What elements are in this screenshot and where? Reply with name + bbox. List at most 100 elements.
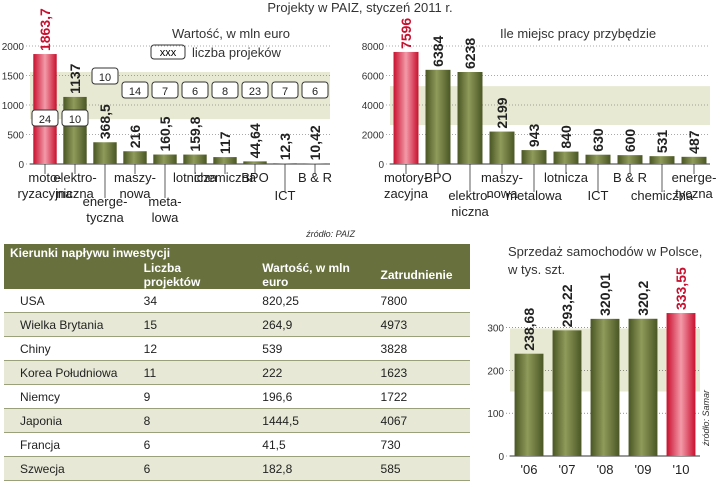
x-tick-label: '06 <box>521 462 538 477</box>
chart1-title: Wartość, w mln euro <box>172 26 290 41</box>
x-tick-label: '07 <box>559 462 576 477</box>
project-count-box <box>211 81 239 99</box>
chart4-title-line1: Sprzedaż samochodów w Polsce, <box>508 244 702 259</box>
legend-box <box>150 44 186 60</box>
table-cell-country: USA <box>4 289 124 313</box>
table-cell-country: Francja <box>4 432 124 457</box>
table-cell-value: 1444,5 <box>240 408 357 433</box>
x-tick-label: elektro- <box>448 188 491 203</box>
table-cell-country: Japonia <box>4 408 124 433</box>
project-count-label: 8 <box>222 86 228 98</box>
project-count-box <box>181 81 209 99</box>
bar <box>649 156 675 164</box>
bar-value-label: 1137 <box>67 63 83 94</box>
bar <box>585 154 611 164</box>
table-cell-country: Wielka Brytania <box>4 312 124 337</box>
x-tick-label: nowa <box>119 186 151 201</box>
project-count-label: 24 <box>39 114 51 126</box>
bar <box>393 51 419 164</box>
table-cell-country: Niemcy <box>4 384 124 409</box>
bar-value-label: 7596 <box>398 18 414 49</box>
table-row: Francja 6 41,5 730 <box>4 432 470 457</box>
x-tick-label: B & R <box>613 170 647 185</box>
project-count-box <box>301 81 329 99</box>
table-row: Korea Południowa 11 222 1623 <box>4 360 470 385</box>
table-header-country <box>4 261 124 289</box>
bar <box>213 157 237 164</box>
bar-value-label: 2199 <box>494 97 510 128</box>
table-cell-employment: 730 <box>356 432 470 457</box>
table-cell-projects: 15 <box>123 312 241 337</box>
x-tick-label: lowa <box>152 210 180 225</box>
x-tick-label: motory- <box>384 170 428 185</box>
project-count-label: 6 <box>192 86 198 98</box>
y-tick-label: 8000 <box>362 42 385 53</box>
y-tick-label: 1500 <box>2 72 25 83</box>
x-tick-label: tyczna <box>86 210 124 225</box>
bar <box>590 318 620 456</box>
y-tick-label: 300 <box>487 323 504 334</box>
table-row: USA 34 820,25 7800 <box>4 289 470 313</box>
chart4-source: źródło: Samar <box>701 389 711 447</box>
table-cell-value: 264,9 <box>240 312 357 337</box>
table-header-value: Wartość, w mln euro <box>240 261 357 289</box>
project-count-box <box>31 109 59 127</box>
bar <box>514 353 544 456</box>
bar-value-label: 1863,7 <box>37 8 53 51</box>
project-count-label: 10 <box>69 114 81 126</box>
project-count-box <box>271 81 299 99</box>
bar <box>521 150 547 164</box>
chart-car-sales: Sprzedaż samochodów w Polsce, w tys. szt… <box>487 244 711 477</box>
bar <box>553 151 579 164</box>
x-tick-label: meta- <box>148 194 181 209</box>
x-tick-label: chemiczna <box>631 188 694 203</box>
table-cell-projects: 9 <box>123 384 241 409</box>
chart1-source: źródło: PAIZ <box>305 229 355 239</box>
bar-value-label: 333,55 <box>673 267 689 310</box>
bar <box>457 71 483 164</box>
table-row: Szwecja 6 182,8 585 <box>4 456 470 481</box>
chart-investment-value: Wartość, w mln euro xxx liczba projeków … <box>2 8 356 239</box>
bar-value-label: 6238 <box>462 38 478 69</box>
y-tick-label: 0 <box>18 160 24 171</box>
bar-value-label: 840 <box>558 125 574 149</box>
project-count-box <box>91 67 119 85</box>
x-tick-label: BPO <box>241 170 268 185</box>
bar <box>183 154 207 164</box>
bar <box>63 96 87 164</box>
chart-jobs: Ile miejsc pracy przybędzie 0 2000 4000 600… <box>362 18 717 219</box>
y-tick-label: 1000 <box>2 101 25 112</box>
bar-value-label: 10,42 <box>307 125 323 160</box>
table-cell-projects: 6 <box>123 432 241 457</box>
bar-value-label: 368,5 <box>97 104 113 139</box>
table-cell-employment: 1623 <box>356 360 470 385</box>
bar-value-label: 320,01 <box>597 273 613 316</box>
x-tick-label: BPO <box>424 170 451 185</box>
bar-value-label: 117 <box>217 131 233 154</box>
y-tick-label: 4000 <box>362 101 385 112</box>
y-tick-label: 500 <box>7 131 24 142</box>
table-header-employment: Zatrudnienie <box>356 261 470 289</box>
y-tick-label: 0 <box>378 160 384 171</box>
y-tick-label: 100 <box>487 409 504 420</box>
bar <box>681 156 707 164</box>
x-tick-label: ICT <box>275 188 296 203</box>
project-count-label: 14 <box>129 86 141 98</box>
bar <box>628 318 658 456</box>
x-tick-label: nowa <box>486 186 518 201</box>
project-count-box <box>151 81 179 99</box>
y-tick-label: 2000 <box>2 42 25 53</box>
table-cell-employment: 4973 <box>356 312 470 337</box>
page-title: Projekty w PAIZ, styczeń 2011 r. <box>267 0 453 15</box>
x-tick-label: lotnicza <box>173 170 218 185</box>
x-tick-label: ICT <box>588 188 609 203</box>
bar-value-label: 630 <box>590 128 606 152</box>
table-cell-country: Szwecja <box>4 456 124 481</box>
table-cell-value: 222 <box>240 360 357 385</box>
x-tick-label: maszy- <box>481 170 523 185</box>
bar <box>123 151 147 164</box>
bar-value-label: 293,22 <box>559 284 575 327</box>
x-tick-label: '08 <box>597 462 614 477</box>
table-cell-employment: 585 <box>356 456 470 481</box>
bar <box>552 330 582 456</box>
